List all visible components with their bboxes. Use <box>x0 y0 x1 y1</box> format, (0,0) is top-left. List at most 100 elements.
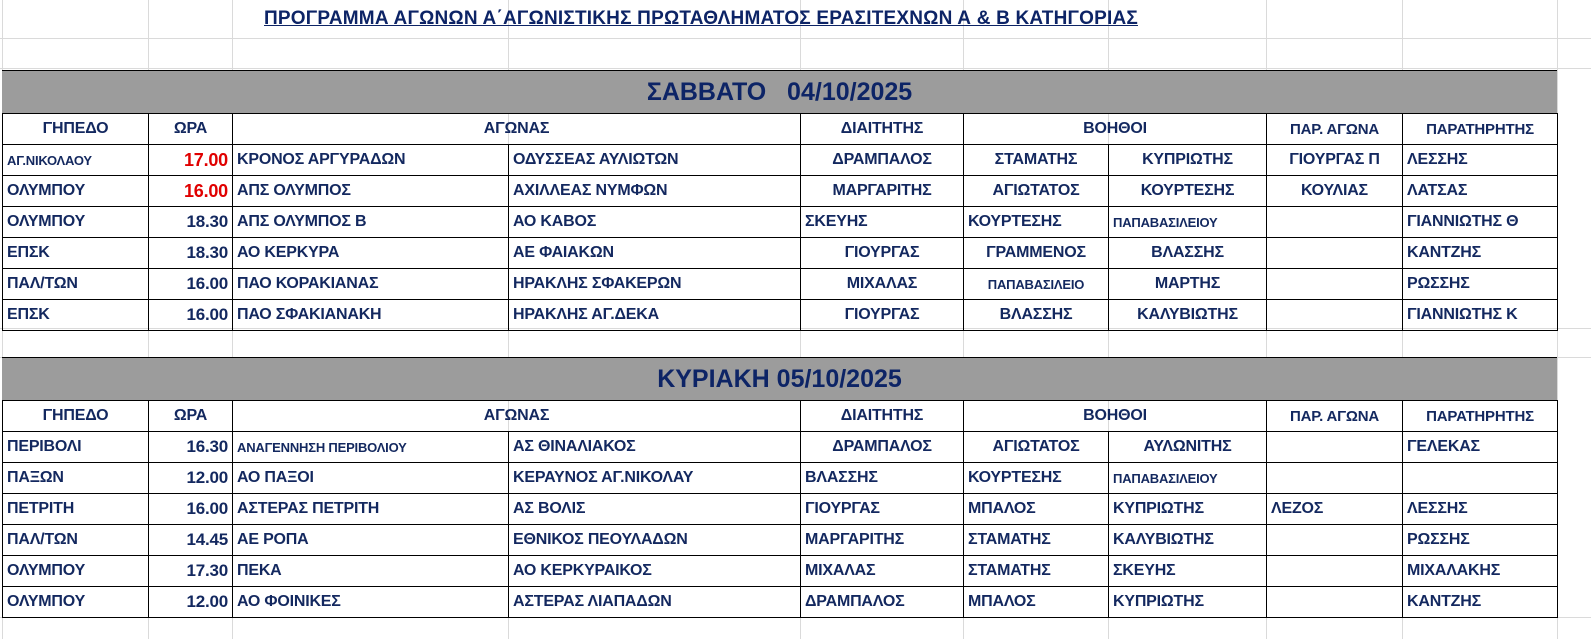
match-observer-cell[interactable]: ΛΕΖΟΣ <box>1266 493 1403 525</box>
home-team-cell[interactable]: ΠΑΟ ΚΟΡΑΚΙΑΝΑΣ <box>232 268 509 300</box>
assistant-1-cell[interactable]: ΑΓΙΩΤΑΤΟΣ <box>963 431 1109 463</box>
venue-cell[interactable]: ΠΑΞΩΝ <box>2 462 149 494</box>
match-observer-cell[interactable]: ΓΙΟΥΡΓΑΣ Π <box>1266 144 1403 176</box>
away-team-cell[interactable]: ΑΣ ΘΙΝΑΛΙΑΚΟΣ <box>508 431 801 463</box>
referee-cell[interactable]: ΓΙΟΥΡΓΑΣ <box>800 493 964 525</box>
referee-cell[interactable]: ΜΑΡΓΑΡΙΤΗΣ <box>800 524 964 556</box>
referee-cell[interactable]: ΓΙΟΥΡΓΑΣ <box>800 299 964 331</box>
away-team-cell[interactable]: ΗΡΑΚΛΗΣ ΣΦΑΚΕΡΩΝ <box>508 268 801 300</box>
home-team-cell[interactable]: ΑΝΑΓΕΝΝΗΣΗ ΠΕΡΙΒΟΛΙΟΥ <box>232 431 509 463</box>
match-observer-cell[interactable] <box>1266 586 1403 618</box>
venue-cell[interactable]: ΠΑΛ/ΤΩΝ <box>2 524 149 556</box>
home-team-cell[interactable]: ΠΕΚΑ <box>232 555 509 587</box>
time-cell[interactable]: 16.00 <box>148 493 233 525</box>
referee-cell[interactable]: ΔΡΑΜΠΑΛΟΣ <box>800 144 964 176</box>
observer-cell[interactable]: ΓΕΛΕΚΑΣ <box>1402 431 1558 463</box>
observer-cell[interactable]: ΓΙΑΝΝΙΩΤΗΣ Θ <box>1402 206 1558 238</box>
assistant-2-cell[interactable]: ΜΑΡΤΗΣ <box>1108 268 1267 300</box>
away-team-cell[interactable]: ΗΡΑΚΛΗΣ ΑΓ.ΔΕΚΑ <box>508 299 801 331</box>
assistant-2-cell[interactable]: ΚΟΥΡΤΕΣΗΣ <box>1108 175 1267 207</box>
away-team-cell[interactable]: ΕΘΝΙΚΟΣ ΠΕΟΥΛΑΔΩΝ <box>508 524 801 556</box>
assistant-1-cell[interactable]: ΚΟΥΡΤΕΣΗΣ <box>963 206 1109 238</box>
referee-cell[interactable]: ΜΙΧΑΛΑΣ <box>800 268 964 300</box>
assistant-2-cell[interactable]: ΚΑΛΥΒΙΩΤΗΣ <box>1108 299 1267 331</box>
assistant-1-cell[interactable]: ΓΡΑΜΜΕΝΟΣ <box>963 237 1109 269</box>
assistant-2-cell[interactable]: ΣΚΕΥΗΣ <box>1108 555 1267 587</box>
assistant-2-cell[interactable]: ΚΥΠΡΙΩΤΗΣ <box>1108 144 1267 176</box>
match-observer-cell[interactable] <box>1266 431 1403 463</box>
away-team-cell[interactable]: ΑΟ ΚΕΡΚΥΡΑΙΚΟΣ <box>508 555 801 587</box>
assistant-2-cell[interactable]: ΠΑΠΑΒΑΣΙΛΕΙΟΥ <box>1108 462 1267 494</box>
time-cell[interactable]: 16.00 <box>148 268 233 300</box>
home-team-cell[interactable]: ΑΕ ΡΟΠΑ <box>232 524 509 556</box>
referee-cell[interactable]: ΜΑΡΓΑΡΙΤΗΣ <box>800 175 964 207</box>
match-observer-cell[interactable] <box>1266 299 1403 331</box>
venue-cell[interactable]: ΟΛΥΜΠΟΥ <box>2 586 149 618</box>
assistant-2-cell[interactable]: ΚΑΛΥΒΙΩΤΗΣ <box>1108 524 1267 556</box>
away-team-cell[interactable]: ΟΔΥΣΣΕΑΣ ΑΥΛΙΩΤΩΝ <box>508 144 801 176</box>
home-team-cell[interactable]: ΑΣΤΕΡΑΣ ΠΕΤΡΙΤΗ <box>232 493 509 525</box>
referee-cell[interactable]: ΔΡΑΜΠΑΛΟΣ <box>800 586 964 618</box>
home-team-cell[interactable]: ΑΟ ΠΑΞΟΙ <box>232 462 509 494</box>
assistant-2-cell[interactable]: ΚΥΠΡΙΩΤΗΣ <box>1108 493 1267 525</box>
venue-cell[interactable]: ΕΠΣΚ <box>2 237 149 269</box>
assistant-1-cell[interactable]: ΚΟΥΡΤΕΣΗΣ <box>963 462 1109 494</box>
match-observer-cell[interactable] <box>1266 555 1403 587</box>
time-cell[interactable]: 18.30 <box>148 206 233 238</box>
time-cell[interactable]: 17.30 <box>148 555 233 587</box>
assistant-1-cell[interactable]: ΣΤΑΜΑΤΗΣ <box>963 144 1109 176</box>
away-team-cell[interactable]: ΑΟ ΚΑΒΟΣ <box>508 206 801 238</box>
home-team-cell[interactable]: ΑΠΣ ΟΛΥΜΠΟΣ <box>232 175 509 207</box>
observer-cell[interactable]: ΡΩΣΣΗΣ <box>1402 524 1558 556</box>
venue-cell[interactable]: ΠΑΛ/ΤΩΝ <box>2 268 149 300</box>
assistant-2-cell[interactable]: ΚΥΠΡΙΩΤΗΣ <box>1108 586 1267 618</box>
home-team-cell[interactable]: ΠΑΟ ΣΦΑΚΙΑΝΑΚΗ <box>232 299 509 331</box>
observer-cell[interactable]: ΓΙΑΝΝΙΩΤΗΣ Κ <box>1402 299 1558 331</box>
away-team-cell[interactable]: ΑΕ ΦΑΙΑΚΩΝ <box>508 237 801 269</box>
home-team-cell[interactable]: ΑΟ ΚΕΡΚΥΡΑ <box>232 237 509 269</box>
assistant-2-cell[interactable]: ΠΑΠΑΒΑΣΙΛΕΙΟΥ <box>1108 206 1267 238</box>
referee-cell[interactable]: ΔΡΑΜΠΑΛΟΣ <box>800 431 964 463</box>
assistant-2-cell[interactable]: ΒΛΑΣΣΗΣ <box>1108 237 1267 269</box>
referee-cell[interactable]: ΜΙΧΑΛΑΣ <box>800 555 964 587</box>
observer-cell[interactable]: ΜΙΧΑΛΑΚΗΣ <box>1402 555 1558 587</box>
match-observer-cell[interactable] <box>1266 524 1403 556</box>
match-observer-cell[interactable] <box>1266 462 1403 494</box>
observer-cell[interactable]: ΚΑΝΤΖΗΣ <box>1402 586 1558 618</box>
home-team-cell[interactable]: ΑΟ ΦΟΙΝΙΚΕΣ <box>232 586 509 618</box>
away-team-cell[interactable]: ΚΕΡΑΥΝΟΣ ΑΓ.ΝΙΚΟΛΑΥ <box>508 462 801 494</box>
time-cell[interactable]: 18.30 <box>148 237 233 269</box>
time-cell[interactable]: 12.00 <box>148 586 233 618</box>
observer-cell[interactable]: ΛΕΣΣΗΣ <box>1402 493 1558 525</box>
time-cell[interactable]: 12.00 <box>148 462 233 494</box>
venue-cell[interactable]: ΠΕΡΙΒΟΛΙ <box>2 431 149 463</box>
observer-cell[interactable] <box>1402 462 1558 494</box>
time-cell[interactable]: 16.30 <box>148 431 233 463</box>
venue-cell[interactable]: ΑΓ.ΝΙΚΟΛΑΟΥ <box>2 144 149 176</box>
match-observer-cell[interactable] <box>1266 206 1403 238</box>
match-observer-cell[interactable] <box>1266 268 1403 300</box>
assistant-1-cell[interactable]: ΣΤΑΜΑΤΗΣ <box>963 524 1109 556</box>
assistant-1-cell[interactable]: ΜΠΑΛΟΣ <box>963 493 1109 525</box>
match-observer-cell[interactable] <box>1266 237 1403 269</box>
assistant-1-cell[interactable]: ΣΤΑΜΑΤΗΣ <box>963 555 1109 587</box>
assistant-1-cell[interactable]: ΑΓΙΩΤΑΤΟΣ <box>963 175 1109 207</box>
venue-cell[interactable]: ΟΛΥΜΠΟΥ <box>2 206 149 238</box>
observer-cell[interactable]: ΡΩΣΣΗΣ <box>1402 268 1558 300</box>
venue-cell[interactable]: ΠΕΤΡΙΤΗ <box>2 493 149 525</box>
home-team-cell[interactable]: ΚΡΟΝΟΣ ΑΡΓΥΡΑΔΩΝ <box>232 144 509 176</box>
away-team-cell[interactable]: ΑΣΤΕΡΑΣ ΛΙΑΠΑΔΩΝ <box>508 586 801 618</box>
assistant-2-cell[interactable]: ΑΥΛΩΝΙΤΗΣ <box>1108 431 1267 463</box>
observer-cell[interactable]: ΛΕΣΣΗΣ <box>1402 144 1558 176</box>
venue-cell[interactable]: ΟΛΥΜΠΟΥ <box>2 175 149 207</box>
match-observer-cell[interactable]: ΚΟΥΛΙΑΣ <box>1266 175 1403 207</box>
referee-cell[interactable]: ΓΙΟΥΡΓΑΣ <box>800 237 964 269</box>
time-cell[interactable]: 14.45 <box>148 524 233 556</box>
assistant-1-cell[interactable]: ΠΑΠΑΒΑΣΙΛΕΙΟ <box>963 268 1109 300</box>
home-team-cell[interactable]: ΑΠΣ ΟΛΥΜΠΟΣ Β <box>232 206 509 238</box>
time-cell[interactable]: 16.00 <box>148 299 233 331</box>
venue-cell[interactable]: ΟΛΥΜΠΟΥ <box>2 555 149 587</box>
venue-cell[interactable]: ΕΠΣΚ <box>2 299 149 331</box>
observer-cell[interactable]: ΚΑΝΤΖΗΣ <box>1402 237 1558 269</box>
time-cell[interactable]: 16.00 <box>148 175 233 207</box>
